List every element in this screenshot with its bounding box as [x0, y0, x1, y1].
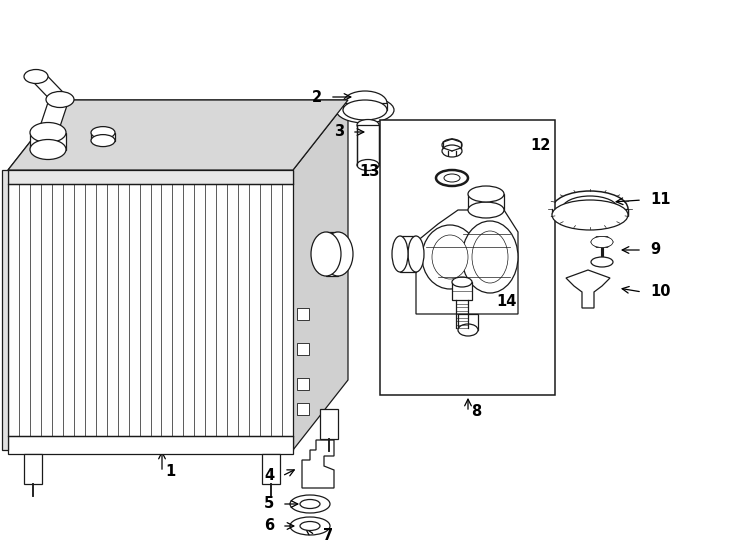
Polygon shape [320, 409, 338, 438]
Polygon shape [8, 100, 348, 170]
Text: 10: 10 [650, 285, 670, 300]
Ellipse shape [30, 139, 66, 159]
Polygon shape [452, 282, 472, 300]
Text: 1: 1 [165, 464, 175, 480]
Polygon shape [91, 133, 115, 140]
Text: 3: 3 [334, 125, 344, 139]
Polygon shape [8, 170, 293, 184]
Ellipse shape [442, 145, 462, 157]
Text: 6: 6 [264, 518, 274, 534]
Polygon shape [26, 75, 70, 99]
Polygon shape [297, 403, 309, 415]
Ellipse shape [552, 191, 628, 227]
Polygon shape [24, 454, 42, 484]
Polygon shape [416, 210, 518, 314]
Ellipse shape [458, 324, 478, 336]
Ellipse shape [591, 257, 613, 267]
Polygon shape [8, 436, 293, 454]
Text: 2: 2 [312, 90, 322, 105]
Polygon shape [468, 194, 504, 210]
Ellipse shape [552, 200, 628, 230]
Text: 14: 14 [496, 294, 517, 309]
Ellipse shape [436, 170, 468, 186]
Ellipse shape [357, 159, 379, 171]
Text: 13: 13 [360, 165, 380, 179]
Polygon shape [8, 100, 348, 170]
Polygon shape [302, 440, 334, 488]
Polygon shape [38, 97, 70, 132]
Text: 8: 8 [471, 404, 481, 420]
Ellipse shape [343, 91, 387, 115]
Text: 9: 9 [650, 242, 660, 258]
Ellipse shape [422, 225, 478, 289]
Ellipse shape [46, 91, 74, 107]
Polygon shape [343, 103, 387, 110]
Text: 12: 12 [530, 138, 550, 152]
Ellipse shape [562, 196, 618, 222]
Polygon shape [297, 378, 309, 390]
Ellipse shape [472, 231, 508, 283]
Polygon shape [326, 232, 338, 276]
Ellipse shape [300, 522, 320, 530]
Ellipse shape [462, 221, 518, 293]
Text: 5: 5 [264, 496, 274, 511]
Polygon shape [262, 454, 280, 484]
Polygon shape [357, 125, 379, 165]
Polygon shape [293, 100, 348, 450]
Ellipse shape [452, 277, 472, 287]
Polygon shape [297, 308, 309, 320]
Ellipse shape [290, 517, 330, 535]
Ellipse shape [336, 97, 394, 123]
Text: 11: 11 [650, 192, 670, 207]
Polygon shape [552, 209, 628, 215]
Ellipse shape [91, 134, 115, 146]
Ellipse shape [300, 500, 320, 509]
Polygon shape [591, 237, 613, 247]
Ellipse shape [468, 186, 504, 202]
Polygon shape [566, 270, 610, 308]
Ellipse shape [444, 174, 460, 182]
Ellipse shape [290, 495, 330, 513]
Ellipse shape [24, 70, 48, 84]
Ellipse shape [408, 236, 424, 272]
Text: 4: 4 [264, 469, 274, 483]
Ellipse shape [442, 139, 462, 151]
Ellipse shape [30, 123, 66, 143]
Polygon shape [8, 170, 293, 450]
Ellipse shape [91, 126, 115, 139]
Ellipse shape [323, 232, 353, 276]
Polygon shape [458, 314, 478, 330]
Ellipse shape [392, 236, 408, 272]
Ellipse shape [591, 237, 613, 247]
Ellipse shape [468, 202, 504, 218]
Polygon shape [297, 343, 309, 355]
Text: 7: 7 [323, 528, 333, 540]
Ellipse shape [432, 235, 468, 279]
Polygon shape [30, 132, 66, 150]
Ellipse shape [311, 232, 341, 276]
Polygon shape [400, 236, 416, 272]
Polygon shape [2, 170, 8, 450]
Bar [380, 120, 555, 395]
Ellipse shape [357, 119, 379, 131]
Ellipse shape [343, 100, 387, 120]
